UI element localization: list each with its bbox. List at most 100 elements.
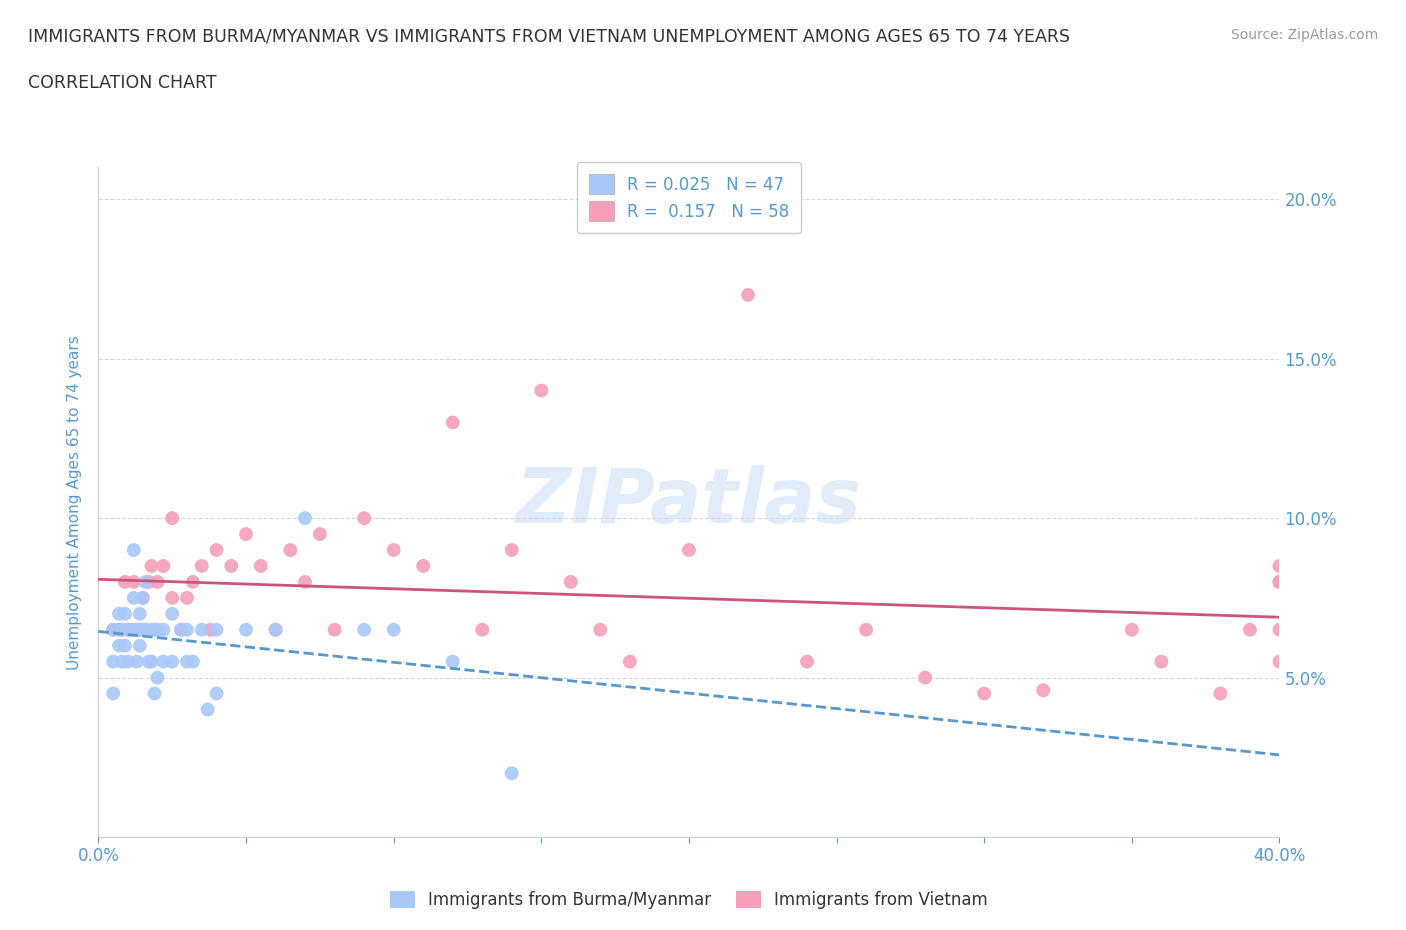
- Point: [103, 654, 125, 669]
- Y-axis label: Unemployment Among Ages 65 to 74 years: Unemployment Among Ages 65 to 74 years: [67, 335, 83, 670]
- Point: [1239, 622, 1261, 637]
- Point: [135, 575, 157, 590]
- Point: [152, 622, 174, 637]
- Point: [309, 526, 332, 541]
- Point: [111, 654, 134, 669]
- Point: [132, 591, 155, 605]
- Point: [1268, 559, 1291, 574]
- Point: [294, 575, 316, 590]
- Point: [162, 591, 183, 605]
- Point: [1150, 654, 1173, 669]
- Text: IMMIGRANTS FROM BURMA/MYANMAR VS IMMIGRANTS FROM VIETNAM UNEMPLOYMENT AMONG AGES: IMMIGRANTS FROM BURMA/MYANMAR VS IMMIGRA…: [28, 28, 1070, 46]
- Point: [294, 511, 316, 525]
- Point: [1121, 622, 1143, 637]
- Point: [170, 622, 193, 637]
- Point: [125, 622, 148, 637]
- Point: [1209, 686, 1232, 701]
- Legend: Immigrants from Burma/Myanmar, Immigrants from Vietnam: Immigrants from Burma/Myanmar, Immigrant…: [382, 884, 995, 916]
- Point: [128, 622, 150, 637]
- Point: [128, 638, 150, 653]
- Point: [412, 559, 434, 574]
- Point: [162, 606, 183, 621]
- Point: [132, 591, 155, 605]
- Point: [1268, 622, 1291, 637]
- Point: [141, 654, 163, 669]
- Point: [108, 606, 131, 621]
- Point: [141, 559, 163, 574]
- Point: [176, 622, 198, 637]
- Point: [117, 654, 139, 669]
- Point: [135, 622, 157, 637]
- Point: [382, 622, 405, 637]
- Point: [108, 622, 131, 637]
- Point: [855, 622, 877, 637]
- Point: [914, 671, 936, 685]
- Point: [501, 542, 523, 557]
- Point: [103, 622, 125, 637]
- Point: [117, 622, 139, 637]
- Point: [125, 654, 148, 669]
- Point: [323, 622, 346, 637]
- Point: [1268, 654, 1291, 669]
- Point: [501, 765, 523, 780]
- Text: CORRELATION CHART: CORRELATION CHART: [28, 74, 217, 92]
- Point: [1032, 683, 1054, 698]
- Point: [205, 542, 228, 557]
- Point: [1268, 575, 1291, 590]
- Point: [200, 622, 222, 637]
- Point: [152, 654, 174, 669]
- Text: Source: ZipAtlas.com: Source: ZipAtlas.com: [1230, 28, 1378, 42]
- Point: [114, 638, 136, 653]
- Point: [120, 622, 142, 637]
- Point: [235, 622, 257, 637]
- Point: [560, 575, 582, 590]
- Point: [122, 591, 145, 605]
- Point: [589, 622, 612, 637]
- Point: [235, 526, 257, 541]
- Point: [181, 654, 204, 669]
- Point: [205, 622, 228, 637]
- Point: [152, 559, 174, 574]
- Point: [128, 606, 150, 621]
- Point: [132, 622, 155, 637]
- Point: [176, 591, 198, 605]
- Point: [114, 575, 136, 590]
- Point: [278, 542, 302, 557]
- Point: [162, 511, 183, 525]
- Point: [441, 415, 464, 430]
- Point: [143, 686, 166, 701]
- Point: [125, 622, 148, 637]
- Point: [114, 606, 136, 621]
- Point: [264, 622, 287, 637]
- Point: [135, 622, 157, 637]
- Point: [737, 287, 759, 302]
- Point: [108, 638, 131, 653]
- Point: [122, 542, 145, 557]
- Point: [176, 654, 198, 669]
- Point: [103, 686, 125, 701]
- Point: [219, 559, 242, 574]
- Point: [170, 622, 193, 637]
- Point: [146, 622, 169, 637]
- Point: [143, 622, 166, 637]
- Point: [264, 622, 287, 637]
- Point: [141, 622, 163, 637]
- Point: [678, 542, 700, 557]
- Point: [619, 654, 641, 669]
- Point: [471, 622, 494, 637]
- Point: [441, 654, 464, 669]
- Point: [181, 575, 204, 590]
- Point: [111, 622, 134, 637]
- Point: [191, 622, 214, 637]
- Point: [796, 654, 818, 669]
- Point: [530, 383, 553, 398]
- Point: [138, 575, 160, 590]
- Point: [353, 511, 375, 525]
- Point: [122, 575, 145, 590]
- Point: [205, 686, 228, 701]
- Text: ZIPatlas: ZIPatlas: [516, 465, 862, 539]
- Point: [973, 686, 995, 701]
- Point: [250, 559, 273, 574]
- Point: [1268, 575, 1291, 590]
- Point: [146, 671, 169, 685]
